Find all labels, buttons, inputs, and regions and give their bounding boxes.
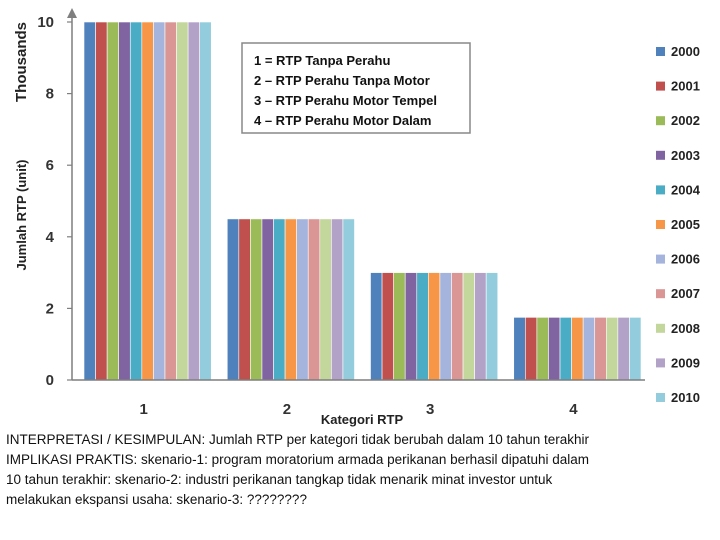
legend-swatch-2003 [656,150,665,160]
legend-swatch-2001 [656,81,665,91]
legend-label-2010: 2010 [671,390,700,405]
legend-label-2008: 2008 [671,321,700,336]
bar-cat4-2010 [629,317,642,381]
interpretation-caption: INTERPRETASI / KESIMPULAN: Jumlah RTP pe… [6,430,716,510]
bar-cat2-2010 [342,218,355,381]
bar-cat4-2003 [548,317,561,381]
bar-cat1-2005 [141,21,154,381]
y-tick-label: 8 [46,86,54,103]
bar-cat4-2002 [536,317,549,381]
caption-line-1: INTERPRETASI / KESIMPULAN: Jumlah RTP pe… [6,432,590,447]
bar-cat3-2007 [451,272,464,381]
x-axis-title: Kategori RTP [321,412,404,427]
legend-swatch-2009 [656,358,665,368]
bar-cat1-2009 [187,21,200,381]
legend-label-2000: 2000 [671,44,700,59]
bar-cat3-2006 [439,272,452,381]
bar-cat1-2004 [129,21,143,381]
bar-cat3-2003 [404,272,418,381]
bar-cat1-2000 [83,21,96,381]
caption-line-2: IMPLIKASI PRAKTIS: skenario-1: program m… [6,452,590,467]
legend-label-2009: 2009 [671,355,700,370]
note-line-1: 1 = RTP Tanpa Perahu [254,53,390,68]
caption-line-4: melakukan ekspansi usaha: skenario-3: ??… [6,492,307,507]
bar-cat2-2005 [284,218,297,381]
bar-cat2-2008 [319,218,332,381]
legend-label-2004: 2004 [671,182,701,197]
y-tick-label: 6 [46,157,54,174]
x-tick-label: 2 [283,401,291,418]
bar-cat1-2001 [95,21,108,381]
legend-swatch-2006 [656,254,665,264]
y-axis-unit-label: Thousands [13,22,30,102]
bar-cat3-2008 [462,272,475,381]
legend-label-2001: 2001 [671,79,700,94]
bar-cat3-2004 [416,272,429,381]
bar-cat1-2006 [153,21,166,381]
x-tick-label: 1 [139,401,147,418]
legend-swatch-2002 [656,116,665,126]
legend-swatch-2008 [656,323,665,333]
bar-cat4-2008 [605,317,619,381]
legend: 2000 2001 2002 2003 2004 2005 2006 2007 2008 2009… [656,44,701,405]
bar-cat1-2010 [199,21,212,381]
caption-line-3: 10 tahun terakhir: skenario-2: industri … [6,472,553,487]
legend-swatch-2010 [656,393,665,402]
legend-label-2007: 2007 [671,286,700,301]
y-tick-label: 4 [46,229,55,246]
y-tick-label: 0 [46,372,54,389]
bar-cat2-2001 [238,218,251,381]
bar-cat1-2008 [176,21,189,381]
bar-cat4-2009 [617,317,630,381]
bar-cat3-2010 [485,272,499,381]
y-tick-label: 2 [46,300,54,317]
legend-label-2005: 2005 [671,217,700,232]
bar-cat4-2006 [582,317,596,381]
bar-cat3-2001 [381,272,394,381]
bar-cat1-2007 [164,21,177,381]
bar-cat1-2003 [118,21,131,381]
bar-cat2-2003 [261,218,274,381]
bar-cat3-2005 [428,272,441,381]
x-tick-label: 3 [426,401,434,418]
y-tick-label: 10 [37,14,54,31]
bar-cat4-2004 [559,317,572,381]
note-line-3: 3 – RTP Perahu Motor Tempel [254,93,437,108]
bar-cat1-2002 [106,21,120,381]
bar-cat4-2001 [525,317,538,381]
bar-cat4-2007 [594,317,607,381]
legend-label-2003: 2003 [671,148,700,163]
y-axis-arrow [67,8,77,18]
legend-swatch-2005 [656,220,665,229]
note-line-4: 4 – RTP Perahu Motor Dalam [254,113,431,128]
note-line-2: 2 – RTP Perahu Tanpa Motor [254,73,430,88]
y-axis-title: Jumlah RTP (unit) [14,160,29,271]
bar-cat4-2005 [571,317,584,381]
x-tick-label: 4 [569,401,578,418]
legend-label-2006: 2006 [671,252,700,267]
legend-swatch-2000 [656,47,665,56]
bar-cat3-2002 [393,272,406,381]
legend-swatch-2004 [656,185,665,195]
legend-label-2002: 2002 [671,113,700,128]
legend-swatch-2007 [656,289,665,299]
category-note-box: 1 = RTP Tanpa Perahu 2 – RTP Perahu Tanp… [241,42,471,134]
bar-cat2-2009 [331,218,344,381]
bar-cat3-2009 [474,272,487,381]
bar-cat2-2006 [296,218,309,381]
bar-cat3-2000 [370,272,383,381]
bar-cat2-2000 [226,218,240,381]
bar-cat2-2007 [307,218,321,381]
bar-cat2-2004 [273,218,286,381]
bar-cat4-2000 [513,317,526,381]
bar-cat2-2002 [250,218,263,381]
